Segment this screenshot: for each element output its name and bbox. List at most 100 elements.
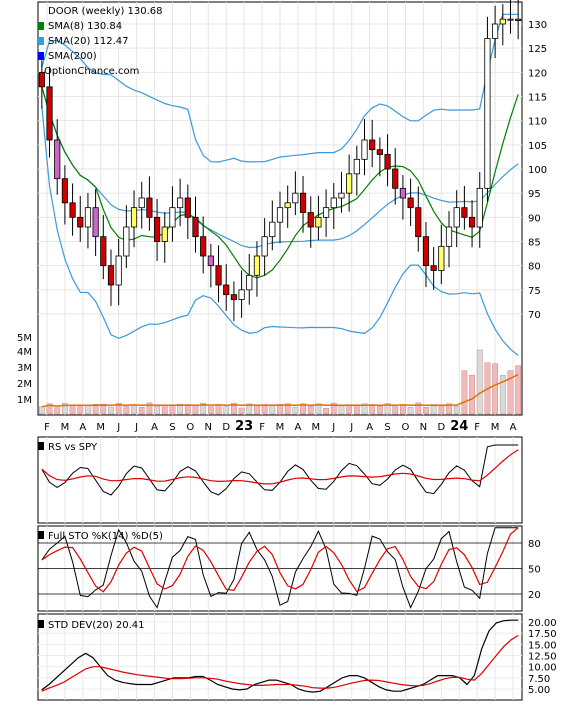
candle-body bbox=[146, 197, 153, 218]
volume-bar bbox=[177, 403, 184, 415]
candle-body bbox=[246, 274, 253, 291]
legend-swatch bbox=[38, 442, 44, 450]
volume-bar bbox=[108, 406, 114, 415]
volume-bar bbox=[269, 405, 276, 415]
price-tick-label: 120 bbox=[528, 68, 547, 79]
candle-body bbox=[169, 207, 176, 228]
candle-body bbox=[107, 265, 115, 286]
candle-body bbox=[507, 18, 514, 21]
month-label: A bbox=[151, 422, 158, 433]
candle-body bbox=[323, 207, 330, 218]
volume-tick-label: 1M bbox=[17, 395, 32, 406]
candle-body bbox=[177, 197, 184, 209]
candle-body bbox=[361, 139, 368, 160]
candle-body bbox=[223, 284, 230, 296]
volume-bar bbox=[215, 404, 222, 415]
year-label: 24 bbox=[450, 419, 468, 434]
stochastic-tick-label: 50 bbox=[528, 565, 541, 576]
candle-body bbox=[299, 192, 307, 213]
volume-bar bbox=[507, 370, 514, 415]
candle-body bbox=[69, 202, 76, 218]
month-label: F bbox=[259, 422, 265, 433]
volume-bar bbox=[246, 403, 253, 415]
stochastic-tick-label: 20 bbox=[528, 590, 541, 601]
volume-bar bbox=[369, 404, 376, 415]
stochastic-tick-label: 80 bbox=[528, 539, 541, 550]
volume-bar bbox=[277, 404, 283, 415]
volume-bar bbox=[284, 403, 291, 415]
month-label: A bbox=[366, 422, 373, 433]
candle-body bbox=[123, 226, 130, 257]
stddev-tick-label: 5.00 bbox=[528, 685, 550, 696]
month-label: O bbox=[402, 422, 410, 433]
volume-bar bbox=[184, 405, 191, 415]
volume-bar bbox=[461, 370, 468, 415]
candle-body bbox=[54, 139, 61, 180]
volume-bar bbox=[85, 404, 91, 415]
volume-bar bbox=[400, 404, 406, 415]
candle-body bbox=[92, 207, 99, 238]
volume-bar bbox=[307, 405, 314, 415]
month-label: S bbox=[169, 422, 175, 433]
candle-body bbox=[399, 187, 407, 199]
volume-bar bbox=[476, 349, 483, 415]
month-label: M bbox=[491, 422, 500, 433]
candle-body bbox=[453, 207, 460, 228]
volume-bar bbox=[100, 404, 107, 415]
legend-label: DOOR (weekly) 130.68 bbox=[48, 6, 163, 17]
price-panel: F M A M J J A S O N D 23 F M A M J J A S O N D 24 F M A70758085909… bbox=[17, 0, 547, 434]
stddev-tick-label: 17.50 bbox=[528, 629, 557, 640]
month-label: J bbox=[331, 422, 335, 433]
candle-body bbox=[461, 207, 468, 218]
volume-bar bbox=[407, 406, 414, 415]
volume-bar bbox=[376, 405, 383, 415]
candle-body bbox=[269, 221, 276, 238]
month-label: N bbox=[205, 422, 212, 433]
volume-bar bbox=[423, 407, 429, 415]
month-label: M bbox=[312, 422, 321, 433]
candle-body bbox=[492, 23, 499, 39]
volume-bar bbox=[46, 403, 53, 415]
month-label: S bbox=[384, 422, 390, 433]
price-tick-label: 95 bbox=[528, 189, 541, 200]
volume-bar bbox=[446, 403, 452, 415]
volume-bar bbox=[353, 405, 360, 415]
volume-bar bbox=[200, 402, 207, 415]
volume-bar bbox=[69, 404, 76, 415]
candle-body bbox=[515, 18, 522, 22]
volume-tick-label: 3M bbox=[17, 363, 32, 374]
volume-bar bbox=[192, 405, 199, 415]
month-label: J bbox=[349, 422, 353, 433]
month-label: A bbox=[295, 422, 302, 433]
month-label: F bbox=[44, 422, 50, 433]
candle-body bbox=[484, 38, 491, 189]
volume-bar bbox=[238, 407, 245, 415]
volume-bar bbox=[115, 402, 122, 415]
volume-bar bbox=[154, 406, 160, 415]
price-tick-label: 110 bbox=[528, 117, 547, 128]
candle-body bbox=[315, 216, 322, 228]
stddev-tick-label: 12.50 bbox=[528, 652, 557, 663]
candle-body bbox=[438, 245, 445, 271]
volume-bar bbox=[315, 403, 322, 415]
volume-bar bbox=[38, 406, 45, 415]
candle-body bbox=[407, 197, 414, 209]
volume-bar bbox=[138, 407, 145, 415]
month-label: M bbox=[276, 422, 285, 433]
candle-body bbox=[261, 236, 268, 257]
volume-bar bbox=[54, 407, 61, 415]
stddev-tick-label: 15.00 bbox=[528, 640, 557, 651]
month-label: M bbox=[61, 422, 70, 433]
legend-swatch bbox=[38, 37, 44, 45]
volume-bar bbox=[123, 406, 130, 415]
year-label: 23 bbox=[235, 419, 253, 434]
candle-body bbox=[476, 187, 483, 228]
month-label: J bbox=[116, 422, 120, 433]
volume-bar bbox=[384, 403, 391, 415]
sma8-line bbox=[41, 86, 519, 279]
price-tick-label: 130 bbox=[528, 20, 547, 31]
month-label: D bbox=[222, 422, 230, 433]
volume-bar bbox=[492, 363, 498, 415]
candle-body bbox=[77, 216, 84, 228]
